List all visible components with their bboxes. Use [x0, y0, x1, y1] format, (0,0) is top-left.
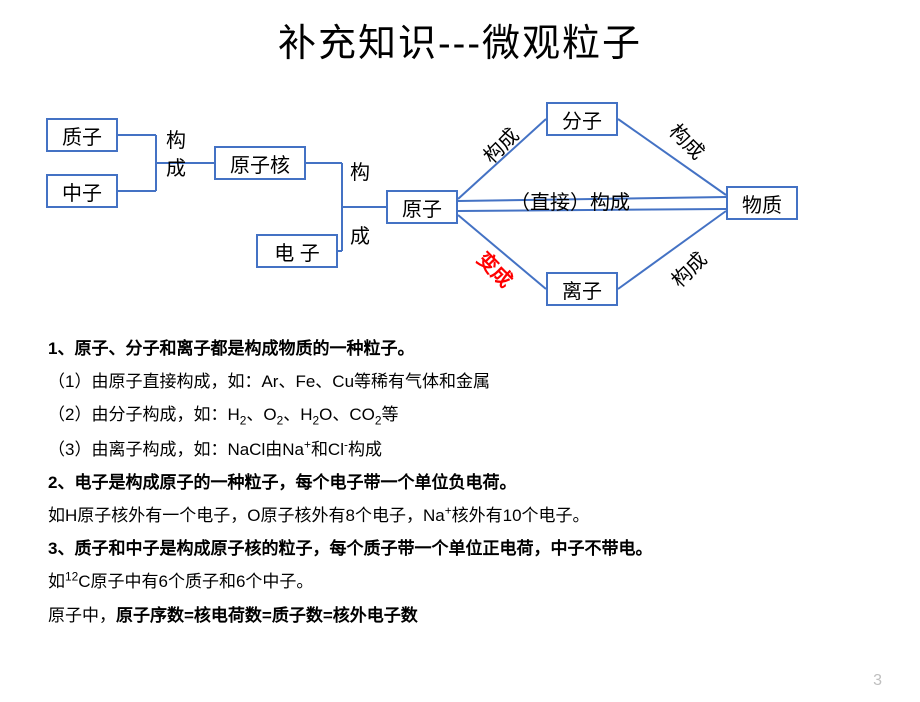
edge-label-gc2a: 构 [350, 156, 370, 185]
edge-label-gc1b: 成 [166, 152, 186, 181]
point-3-heading: 3、质子和中子是构成原子核的粒子，每个质子带一个单位正电荷，中子不带电。 [48, 532, 878, 565]
node-nucleus: 原子核 [214, 146, 306, 180]
edge-label-gc2b: 成 [350, 220, 370, 249]
edge-label-gc3: 构成 [476, 120, 525, 169]
content-text: 1、原子、分子和离子都是构成物质的一种粒子。 （1）由原子直接构成，如：Ar、F… [48, 332, 878, 632]
point-2-heading: 2、电子是构成原子的一种粒子，每个电子带一个单位负电荷。 [48, 466, 878, 499]
edge-label-gc1: 构 [166, 124, 186, 153]
point-3-1: 如12C原子中有6个质子和6个中子。 [48, 565, 878, 598]
edge-label-gc5: 构成 [664, 244, 713, 293]
node-neutron: 中子 [46, 174, 118, 208]
point-1-3: （3）由离子构成，如：NaCl由Na+和Cl-构成 [48, 433, 878, 466]
point-1-heading: 1、原子、分子和离子都是构成物质的一种粒子。 [48, 332, 878, 365]
node-atom: 原子 [386, 190, 458, 224]
edge-label-bc: 变成 [472, 244, 521, 293]
node-molecule: 分子 [546, 102, 618, 136]
page-title: 补充知识---微观粒子 [0, 12, 920, 67]
point-1-1: （1）由原子直接构成，如：Ar、Fe、Cu等稀有气体和金属 [48, 365, 878, 398]
point-3-2: 原子中，原子序数=核电荷数=质子数=核外电子数 [48, 599, 878, 632]
point-1-2: （2）由分子构成，如：H2、O2、H2O、CO2等 [48, 398, 878, 433]
edge-label-direct: （直接）构成 [510, 186, 630, 215]
point-2-1: 如H原子核外有一个电子，O原子核外有8个电子，Na+核外有10个电子。 [48, 499, 878, 532]
node-matter: 物质 [726, 186, 798, 220]
edge-label-gc4: 构成 [664, 116, 713, 165]
particle-diagram: 质子中子原子核电 子原子分子离子物质 构成构成构成变成（直接）构成构成构成 [0, 94, 920, 308]
page-number: 3 [873, 672, 882, 690]
node-electron: 电 子 [256, 234, 338, 268]
node-proton: 质子 [46, 118, 118, 152]
node-ion: 离子 [546, 272, 618, 306]
